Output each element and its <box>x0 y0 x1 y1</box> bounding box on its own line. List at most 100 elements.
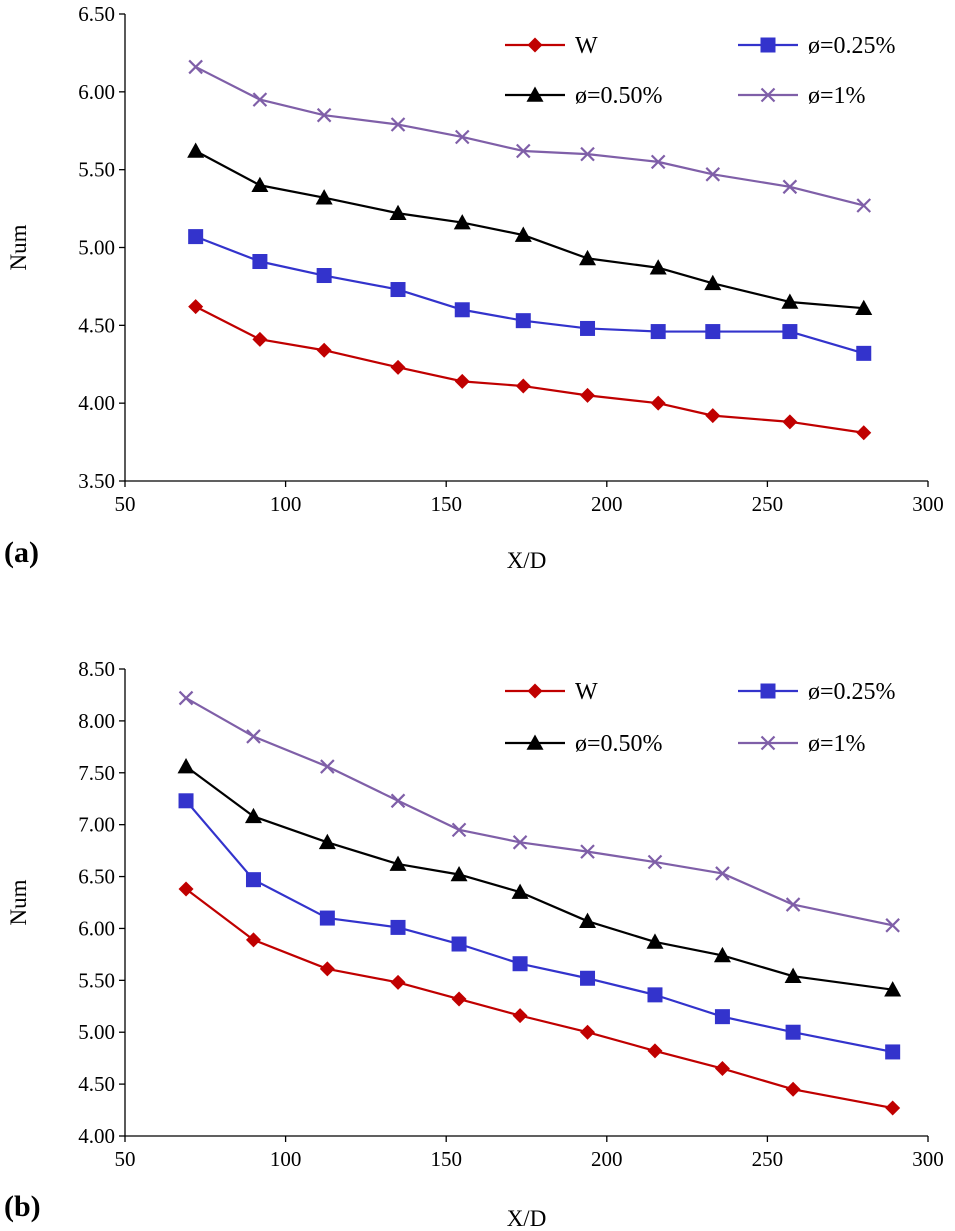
legend-swatch-marker <box>526 734 544 750</box>
legend-item: ø=1% <box>738 731 866 757</box>
series-ø=0.50% <box>187 142 873 316</box>
cross-stroke <box>188 59 203 75</box>
legend-swatch-marker <box>760 37 776 53</box>
data-point <box>580 844 595 859</box>
series-ø=0.25% <box>188 229 872 361</box>
cross-stroke <box>246 729 261 744</box>
data-point <box>714 1061 730 1077</box>
cross-stroke <box>516 143 531 159</box>
legend-label: ø=1% <box>808 83 866 109</box>
chart-panel-a: 3.50 4.00 4.50 5.00 5.50 6.00 6.50 50 100 150 200 2… <box>4 2 944 573</box>
y-tick-label: 5.00 <box>78 236 115 260</box>
y-tick-label: 8.50 <box>78 657 115 681</box>
y-tick-label: 4.00 <box>78 1124 115 1148</box>
cross-stroke <box>715 866 730 881</box>
data-point <box>512 956 528 972</box>
data-point <box>647 1043 663 1059</box>
data-point <box>785 1081 801 1097</box>
y-axis-title: Num <box>6 224 31 270</box>
legend-item: ø=0.50% <box>505 731 663 757</box>
cross-stroke <box>647 854 663 870</box>
data-point <box>451 991 467 1007</box>
data-point <box>580 146 595 162</box>
data-point <box>579 912 597 928</box>
data-point <box>514 226 532 242</box>
data-point <box>782 414 798 430</box>
series-W <box>188 299 872 441</box>
data-point <box>316 107 332 123</box>
data-point <box>390 282 406 298</box>
data-point <box>580 1024 596 1040</box>
data-point <box>315 189 333 205</box>
y-axis-title: Num <box>6 879 31 925</box>
legend-swatch-marker <box>527 37 543 53</box>
data-point <box>178 881 194 897</box>
series-ø=1% <box>188 59 872 213</box>
data-point <box>245 872 261 888</box>
data-point <box>390 974 406 990</box>
legend-item: ø=1% <box>738 83 866 109</box>
cross-stroke <box>785 897 801 912</box>
legend-item: W <box>505 33 598 59</box>
data-point <box>856 345 872 361</box>
data-point <box>785 897 801 912</box>
data-point <box>885 1100 901 1116</box>
cross-stroke <box>760 735 776 751</box>
cross-stroke <box>320 759 335 774</box>
data-point <box>390 793 406 809</box>
y-tick-label: 7.50 <box>78 761 115 785</box>
data-point <box>390 359 406 375</box>
data-point <box>646 933 664 949</box>
data-point <box>453 214 471 230</box>
legend-swatch-marker <box>760 735 776 751</box>
data-point <box>454 129 470 145</box>
x-tick-label: 150 <box>430 1147 462 1171</box>
data-point <box>512 1008 528 1024</box>
data-point <box>516 143 531 159</box>
data-point <box>649 259 667 275</box>
data-point <box>856 425 872 441</box>
data-point <box>177 758 195 774</box>
data-point <box>714 1009 730 1025</box>
legend-swatch-marker <box>760 87 776 103</box>
data-point <box>244 807 262 824</box>
data-point <box>650 395 666 411</box>
data-point <box>319 961 335 977</box>
data-point <box>580 387 596 403</box>
data-point <box>885 918 900 933</box>
data-point <box>705 167 721 182</box>
data-point <box>785 1024 801 1040</box>
panel-label: (a) <box>4 536 39 569</box>
data-point <box>705 408 721 424</box>
data-point <box>784 967 802 983</box>
cross-stroke <box>650 154 666 170</box>
data-point <box>178 690 194 706</box>
x-tick-label: 200 <box>591 1147 623 1171</box>
y-tick-label: 6.50 <box>78 865 115 889</box>
data-point <box>705 324 721 340</box>
data-point <box>515 313 531 329</box>
data-point <box>580 970 596 986</box>
y-tick-label: 3.50 <box>78 469 115 493</box>
y-tick-label: 6.00 <box>78 916 115 940</box>
legend-label: W <box>575 679 598 705</box>
data-point <box>647 854 663 870</box>
y-tick-label: 5.00 <box>78 1020 115 1044</box>
y-tick-label: 6.50 <box>78 2 115 26</box>
data-point <box>316 268 332 284</box>
x-tick-label: 300 <box>912 492 944 516</box>
data-point <box>246 729 261 744</box>
x-axis-title: X/D <box>507 1206 547 1231</box>
y-tick-label: 6.00 <box>78 80 115 104</box>
series-ø=1% <box>178 690 900 933</box>
data-point <box>515 378 531 394</box>
data-point <box>782 324 798 340</box>
legend-swatch-marker <box>760 683 776 699</box>
data-point <box>782 179 798 195</box>
legend-item: ø=0.50% <box>505 83 663 109</box>
data-point <box>713 946 731 963</box>
data-point <box>318 833 336 850</box>
data-point <box>188 229 204 245</box>
